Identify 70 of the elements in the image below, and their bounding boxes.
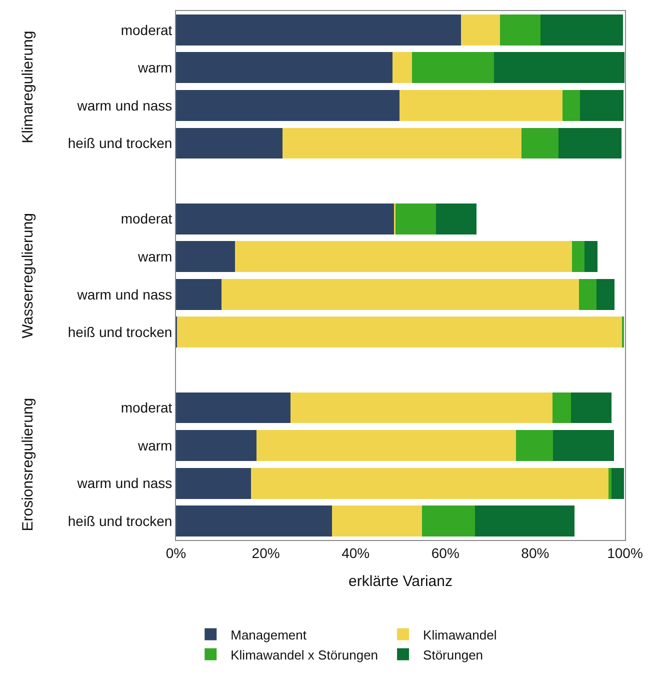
bar (176, 316, 622, 348)
y-tick-label: heiß und trocken (68, 513, 172, 530)
bar (400, 90, 563, 121)
bar (412, 52, 494, 84)
bar (596, 278, 615, 310)
legend-label: Management (230, 627, 307, 642)
bar (332, 506, 422, 537)
bar (521, 128, 559, 159)
y-tick-label: warm (136, 248, 172, 265)
bar (176, 90, 400, 121)
bar (221, 278, 580, 310)
bar (572, 241, 585, 272)
bar (176, 278, 222, 310)
bar (282, 128, 522, 159)
bar (176, 430, 256, 462)
bar (392, 52, 412, 84)
y-tick-label: warm (136, 437, 172, 454)
legend-label: Störungen (423, 647, 484, 662)
bar (176, 241, 235, 272)
bar (422, 506, 476, 537)
text: Wasserregulierung (19, 212, 36, 338)
x-tick-label: 100% (607, 544, 643, 561)
bar (176, 14, 462, 46)
bar (290, 392, 552, 424)
y-tick-label: moderat (120, 400, 172, 416)
y-tick-label: warm (136, 60, 172, 76)
x-tick-label: 60% (431, 544, 460, 561)
bar (608, 468, 612, 499)
y-tick-label: heiß und trocken (68, 135, 172, 152)
bar (436, 203, 476, 234)
bar (461, 14, 500, 46)
x-tick-label: 80% (521, 544, 550, 561)
bar (579, 278, 597, 310)
bar (553, 430, 614, 462)
bar (552, 392, 572, 424)
bar (571, 392, 612, 424)
x-axis-title: erklärte Varianz (348, 572, 452, 590)
bar (176, 203, 394, 234)
x-tick-label: 40% (342, 544, 370, 561)
bar (256, 430, 516, 462)
x-tick-label: 0% (166, 544, 186, 561)
bar (494, 52, 625, 84)
bar (500, 14, 541, 46)
bar (176, 468, 251, 499)
bar (516, 430, 554, 462)
y-tick-label: warm und nass (76, 286, 172, 302)
bar (396, 203, 436, 234)
bar (250, 468, 608, 499)
bar (612, 468, 624, 499)
y-tick-label: warm und nass (76, 97, 172, 114)
bar (176, 506, 332, 537)
x-tick-label: 20% (252, 544, 280, 561)
bar (176, 128, 282, 159)
bar (475, 506, 574, 537)
legend-label: Klimawandel x Störungen (230, 647, 378, 662)
bar (176, 52, 392, 84)
y-tick-label: warm und nass (76, 475, 172, 492)
text: Klimaregulierung (19, 30, 36, 144)
y-tick-label: moderat (120, 210, 172, 227)
bar (584, 241, 598, 272)
y-tick-label: heiß und trocken (68, 324, 172, 340)
text: Erosionsregulierung (19, 398, 36, 532)
bar (562, 90, 580, 121)
bar (580, 90, 624, 121)
bar (176, 392, 290, 424)
bar (540, 14, 624, 46)
bar (234, 241, 572, 272)
legend-label: Klimawandel (423, 627, 497, 642)
bar (558, 128, 622, 159)
y-tick-label: moderat (120, 22, 172, 38)
